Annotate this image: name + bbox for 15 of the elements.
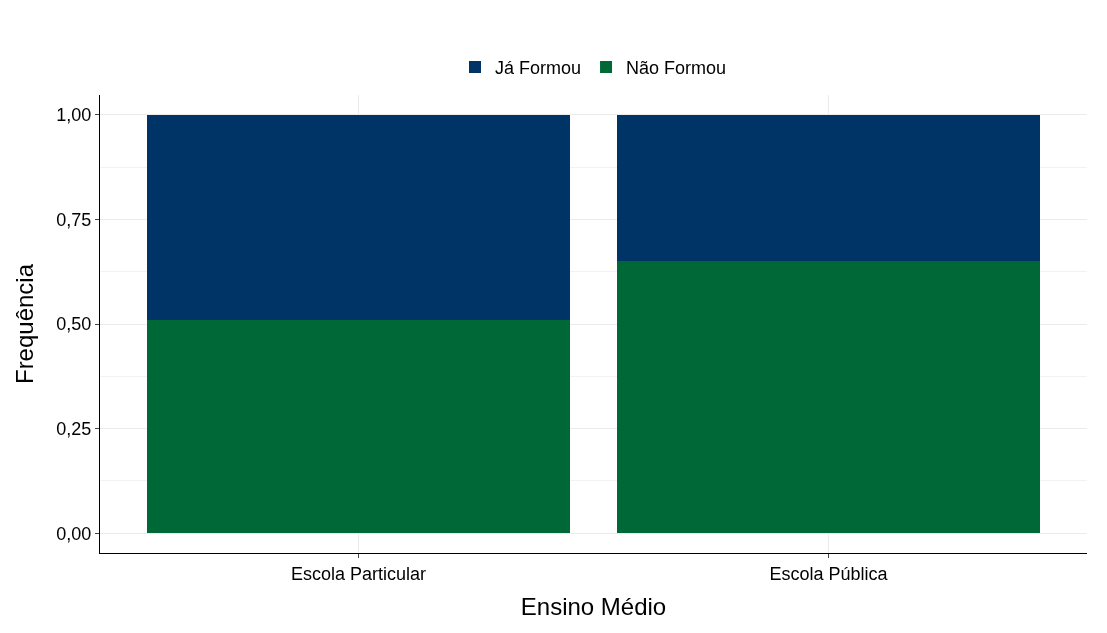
legend-label: Não Formou <box>626 58 727 79</box>
legend-label: Já Formou <box>495 58 582 79</box>
y-tick-label: 1,00 <box>56 104 92 125</box>
y-tick-label: 0,00 <box>56 523 92 544</box>
y-axis-title: Frequência <box>11 263 39 385</box>
x-tick-label: Escola Pública <box>769 563 889 584</box>
bar <box>617 114 1040 262</box>
y-tick-label: 0,25 <box>56 418 92 439</box>
y-tick-label: 0,50 <box>56 314 92 335</box>
bar <box>617 261 1040 534</box>
x-axis-title: Ensino Médio <box>520 592 667 620</box>
bar <box>147 114 570 320</box>
x-tick-label: Escola Particular <box>290 563 427 584</box>
y-tick-label: 0,75 <box>56 209 92 230</box>
bar <box>147 319 570 534</box>
